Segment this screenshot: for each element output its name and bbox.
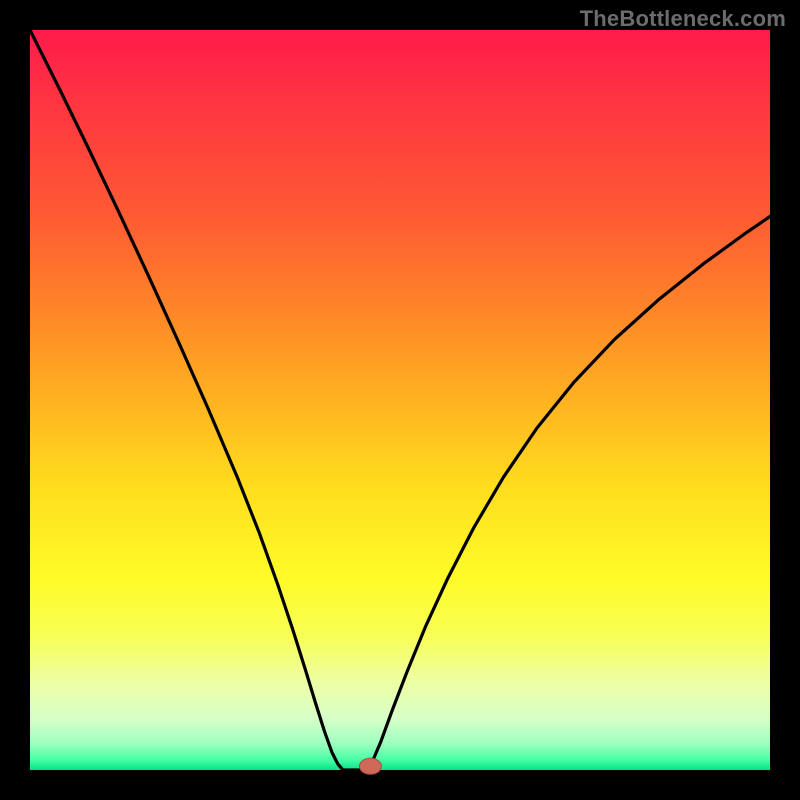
watermark-text: TheBottleneck.com xyxy=(580,6,786,32)
chart-container: TheBottleneck.com xyxy=(0,0,800,800)
bottleneck-chart xyxy=(0,0,800,800)
optimal-point-marker xyxy=(359,758,381,774)
plot-background xyxy=(30,30,770,770)
